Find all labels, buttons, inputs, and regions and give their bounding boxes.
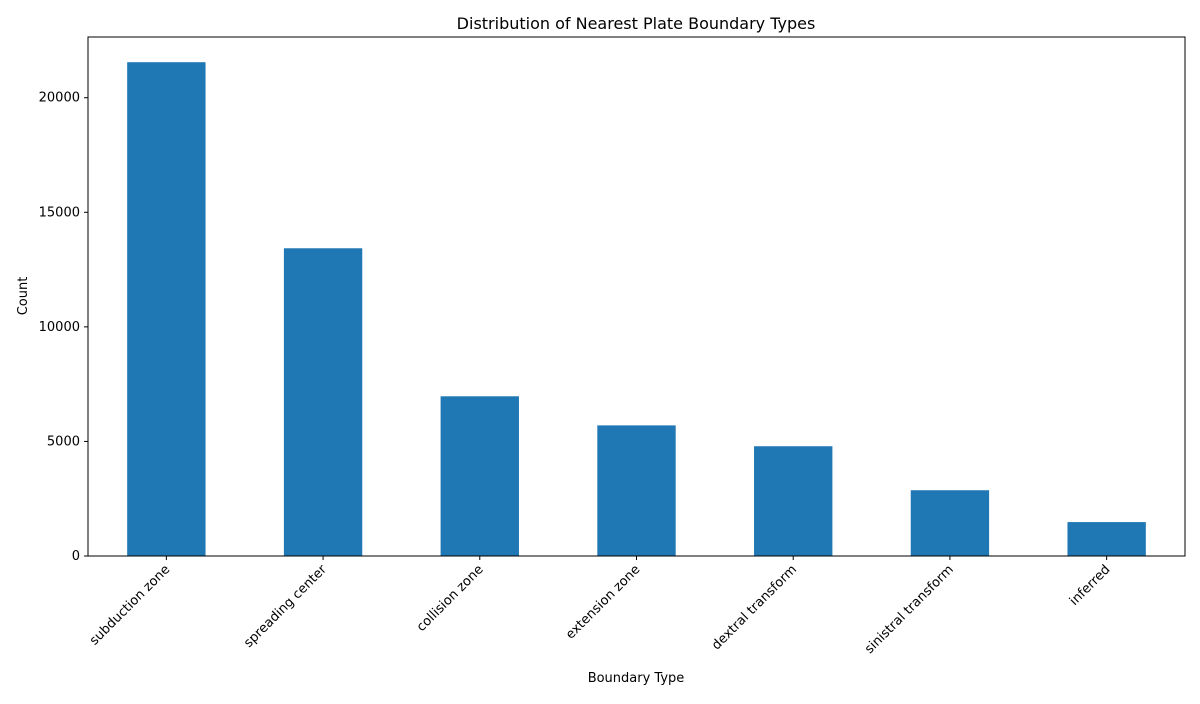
chart-title: Distribution of Nearest Plate Boundary T… xyxy=(457,14,816,33)
bar-extension-zone xyxy=(597,425,676,556)
x-axis-label: Boundary Type xyxy=(588,671,685,686)
x-tick-label: extension zone xyxy=(563,562,643,642)
x-tick-label: subduction zone xyxy=(87,562,173,648)
bar-collision-zone xyxy=(440,396,519,556)
x-tick-label: sinistral transform xyxy=(862,562,957,657)
y-tick-label: 20000 xyxy=(39,91,80,106)
bar-subduction-zone xyxy=(127,62,206,557)
x-tick-label: collision zone xyxy=(414,562,487,635)
x-tick-label: inferred xyxy=(1067,562,1114,609)
bar-sinistral-transform xyxy=(910,490,990,556)
y-tick-label: 15000 xyxy=(39,205,80,220)
x-tick-label: spreading center xyxy=(241,562,330,651)
bars-group xyxy=(127,62,1146,557)
bar-inferred xyxy=(1067,522,1146,556)
y-tick-label: 10000 xyxy=(39,320,80,335)
x-tick-label: dextral transform xyxy=(709,562,800,653)
bar-dextral-transform xyxy=(754,446,833,556)
y-tick-label: 0 xyxy=(72,549,80,564)
plot-frame xyxy=(87,36,1186,557)
x-axis: subduction zone spreading center collision… xyxy=(87,556,1114,657)
y-axis: 0 5000 10000 15000 20000 xyxy=(39,91,88,564)
y-tick-label: 5000 xyxy=(47,434,80,449)
y-axis-label: Count xyxy=(16,277,31,316)
bar-spreading-center xyxy=(283,248,363,556)
